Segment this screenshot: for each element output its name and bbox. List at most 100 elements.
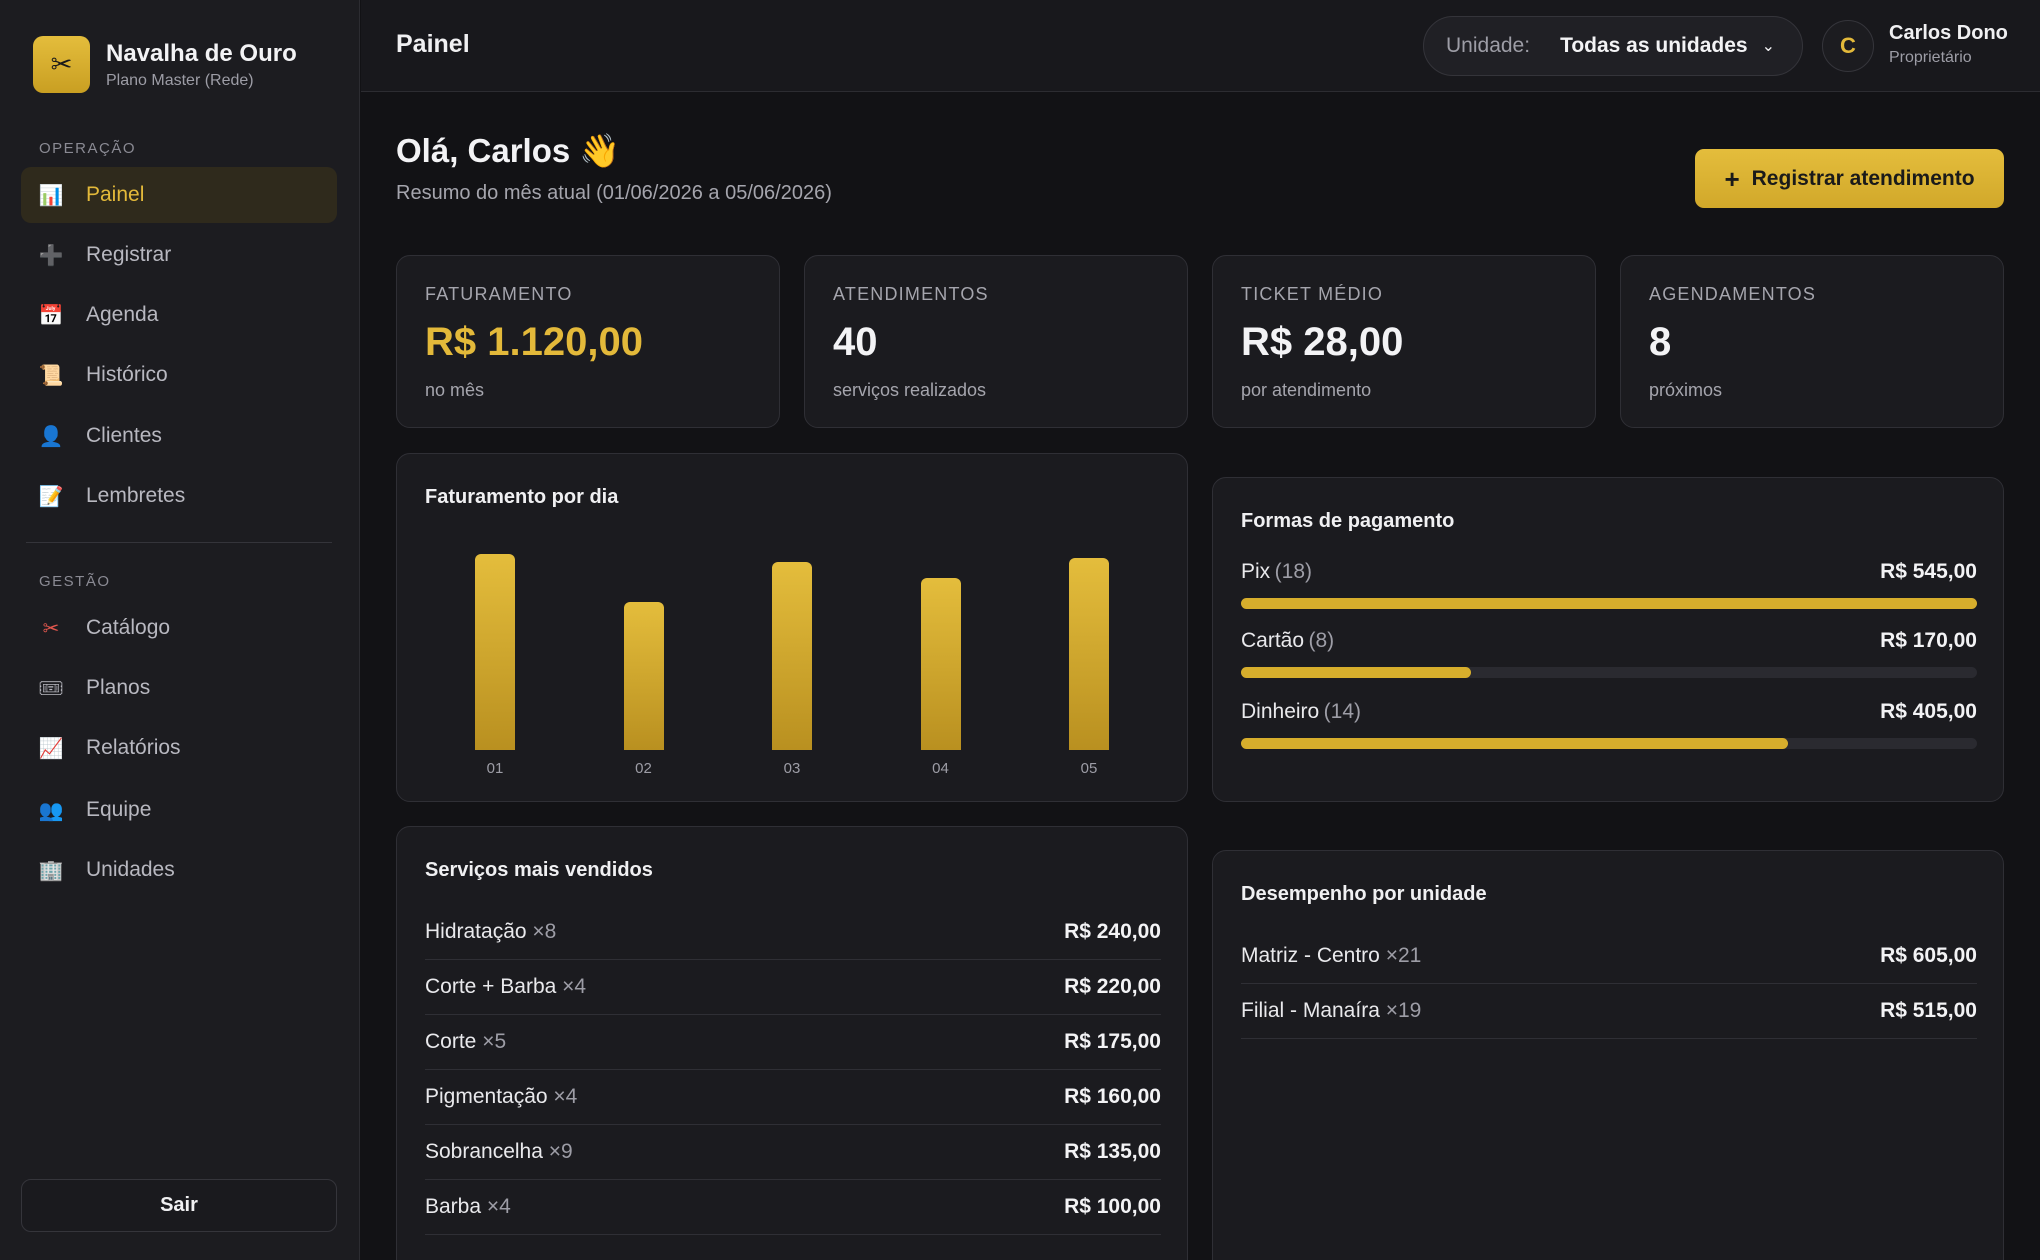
sidebar-item-registrar[interactable]: ➕ Registrar xyxy=(21,227,337,283)
chevron-down-icon: ⌄ xyxy=(1761,38,1775,55)
kpi-label: AGENDAMENTOS xyxy=(1649,284,1817,304)
building-icon: 🏢 xyxy=(38,859,64,882)
payment-fill xyxy=(1241,598,1977,609)
payment-row-cartao: Cartão (8) R$ 170,00 xyxy=(1241,629,1977,678)
list-item: Pigmentação ×4 R$ 160,00 xyxy=(425,1070,1161,1125)
service-amount: R$ 240,00 xyxy=(1064,920,1161,943)
service-name: Corte + Barba xyxy=(425,975,557,998)
list-item: Corte + Barba ×4 R$ 220,00 xyxy=(425,960,1161,1015)
brand[interactable]: ✂ Navalha de Ouro Plano Master (Rede) xyxy=(33,36,297,93)
chart-tick-label: 02 xyxy=(635,760,652,777)
payment-count: (14) xyxy=(1323,700,1362,723)
kpi-value: R$ 1.120,00 xyxy=(425,320,643,364)
plus-icon: ➕ xyxy=(38,244,64,267)
sidebar-item-equipe[interactable]: 👥 Equipe xyxy=(21,782,337,838)
chart-tick-label: 04 xyxy=(932,760,949,777)
sidebar-item-label: Lembretes xyxy=(86,484,186,507)
topbar: Painel Unidade: Todas as unidades ⌄ C Ca… xyxy=(361,0,2040,92)
section-label-operacao: OPERAÇÃO xyxy=(39,140,137,157)
service-qty: ×4 xyxy=(486,1195,511,1218)
services-title: Serviços mais vendidos xyxy=(425,859,653,881)
unit-select[interactable]: Unidade: Todas as unidades ⌄ xyxy=(1423,16,1803,76)
payment-track xyxy=(1241,738,1977,749)
service-name: Sobrancelha xyxy=(425,1140,543,1163)
avatar[interactable]: C xyxy=(1822,20,1874,72)
ticket-icon: 🎟 xyxy=(38,677,64,700)
section-label-gestao: GESTÃO xyxy=(39,573,111,590)
scroll-icon: 📜 xyxy=(38,364,64,387)
service-qty: ×4 xyxy=(553,1085,578,1108)
kpi-label: TICKET MÉDIO xyxy=(1241,284,1384,304)
greeting-subtitle: Resumo do mês atual (01/06/2026 a 05/06/… xyxy=(396,182,832,204)
payment-track xyxy=(1241,598,1977,609)
brand-plan: Plano Master (Rede) xyxy=(106,71,254,89)
sidebar-item-clientes[interactable]: 👤 Clientes xyxy=(21,408,337,464)
payment-name: Pix xyxy=(1241,560,1271,583)
service-qty: ×4 xyxy=(562,975,587,998)
kpi-sub: serviços realizados xyxy=(833,380,987,400)
payment-fill xyxy=(1241,667,1471,678)
list-item: Filial - Manaíra ×19 R$ 515,00 xyxy=(1241,984,1977,1039)
chart-bar-03 xyxy=(772,562,812,750)
user-name: Carlos Dono xyxy=(1889,22,2008,44)
list-item: Sobrancelha ×9 R$ 135,00 xyxy=(425,1125,1161,1180)
payment-name: Cartão xyxy=(1241,629,1305,652)
service-amount: R$ 100,00 xyxy=(1064,1195,1161,1218)
sidebar-item-catalogo[interactable]: ✂ Catálogo xyxy=(21,600,337,656)
list-item: Barba ×4 R$ 100,00 xyxy=(425,1180,1161,1235)
service-name: Pigmentação xyxy=(425,1085,548,1108)
chart-bar-04 xyxy=(920,578,961,750)
trend-chart-icon: 📈 xyxy=(38,737,64,760)
sidebar-item-painel[interactable]: 📊 Painel xyxy=(21,167,337,223)
scissors-icon: ✂ xyxy=(42,617,60,640)
register-service-button[interactable]: + Registrar atendimento xyxy=(1695,149,2004,208)
sidebar-divider xyxy=(26,542,332,543)
chart-tick-label: 05 xyxy=(1080,760,1098,777)
register-service-label: Registrar atendimento xyxy=(1751,166,1975,190)
units-title: Desempenho por unidade xyxy=(1241,883,1487,905)
sidebar-item-unidades[interactable]: 🏢 Unidades xyxy=(21,842,337,898)
payment-amount: R$ 405,00 xyxy=(1880,700,1977,723)
kpi-sub: no mês xyxy=(425,380,485,400)
plus-icon: + xyxy=(1724,163,1740,194)
kpi-card-agendamentos: AGENDAMENTOS 8 próximos xyxy=(1620,255,2004,428)
logout-button[interactable]: Sair xyxy=(21,1179,337,1232)
sidebar-item-relatorios[interactable]: 📈 Relatórios xyxy=(21,720,337,776)
sidebar-item-historico[interactable]: 📜 Histórico xyxy=(21,347,337,403)
memo-icon: 📝 xyxy=(38,485,64,508)
payment-count: (8) xyxy=(1308,629,1335,652)
sidebar-item-lembretes[interactable]: 📝 Lembretes xyxy=(21,468,337,524)
sidebar-item-agenda[interactable]: 📅 Agenda xyxy=(21,287,337,343)
service-amount: R$ 135,00 xyxy=(1064,1140,1161,1163)
chart-bar-01 xyxy=(475,554,515,750)
list-item: Corte ×5 R$ 175,00 xyxy=(425,1015,1161,1070)
revenue-chart-card: Faturamento por dia 01 02 03 04 05 xyxy=(396,453,1188,802)
chart-tick-label: 01 xyxy=(486,760,504,777)
sidebar-item-label: Agenda xyxy=(86,303,159,326)
user-role: Proprietário xyxy=(1889,49,1972,66)
payments-card: Formas de pagamento Pix (18) R$ 545,00 C… xyxy=(1212,477,2004,802)
sidebar-item-label: Catálogo xyxy=(86,616,171,639)
calendar-icon: 📅 xyxy=(38,304,64,327)
sidebar-item-label: Unidades xyxy=(86,858,175,881)
unit-amount: R$ 605,00 xyxy=(1880,944,1977,967)
list-item: Hidratação ×8 R$ 240,00 xyxy=(425,905,1161,960)
payment-track xyxy=(1241,667,1977,678)
service-amount: R$ 220,00 xyxy=(1064,975,1161,998)
unit-value: Todas as unidades xyxy=(1560,34,1748,57)
services-card: Serviços mais vendidos Hidratação ×8 R$ … xyxy=(396,826,1188,1260)
kpi-value: 40 xyxy=(833,320,878,364)
list-item: Matriz - Centro ×21 R$ 605,00 xyxy=(1241,929,1977,984)
sidebar-item-planos[interactable]: 🎟 Planos xyxy=(21,660,337,716)
payment-fill xyxy=(1241,738,1788,749)
sidebar-item-label: Relatórios xyxy=(86,736,181,759)
sidebar-item-label: Painel xyxy=(86,183,145,206)
sidebar-item-label: Histórico xyxy=(86,363,168,386)
payment-count: (18) xyxy=(1274,560,1312,583)
kpi-card-atendimentos: ATENDIMENTOS 40 serviços realizados xyxy=(804,255,1188,428)
unit-qty: ×21 xyxy=(1385,944,1422,967)
payments-title: Formas de pagamento xyxy=(1241,510,1455,532)
revenue-bar-chart: 01 02 03 04 05 xyxy=(425,534,1161,784)
unit-label: Unidade: xyxy=(1446,34,1531,57)
sidebar-item-label: Clientes xyxy=(86,424,162,447)
